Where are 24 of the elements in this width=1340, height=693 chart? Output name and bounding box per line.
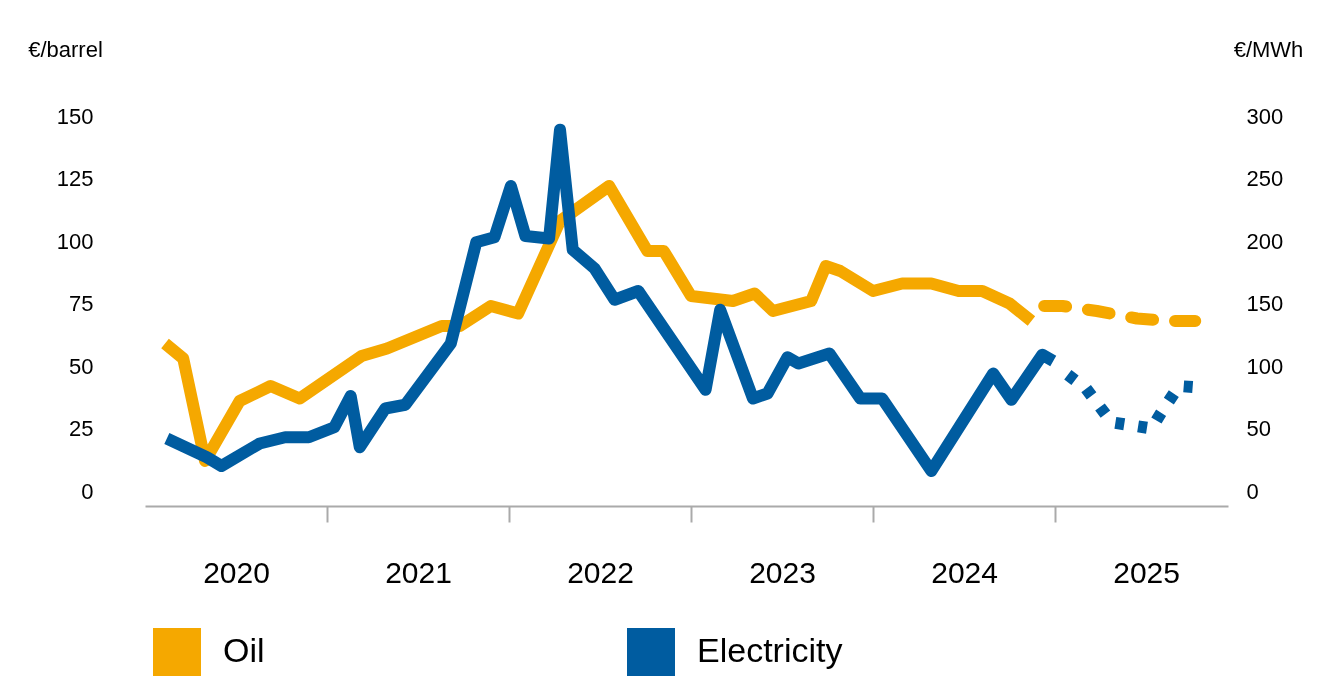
y-tick-label: 25 [69, 416, 94, 441]
y2-tick-label: 250 [1246, 166, 1284, 191]
y-tick-label: 0 [81, 478, 94, 504]
x-tick-label: 2023 [749, 555, 816, 589]
y-axis-title: €/barrel [28, 36, 103, 62]
y2-tick-label: 150 [1246, 291, 1284, 316]
y2-tick-label: 100 [1246, 353, 1284, 379]
x-tick-label: 2020 [203, 555, 270, 589]
y2-tick-label: 300 [1246, 103, 1284, 129]
y-tick-label: 150 [56, 103, 94, 129]
y-tick-label: 50 [69, 353, 94, 379]
y2-axis-title: €/MWh [1233, 36, 1304, 62]
y-tick-label: 125 [56, 166, 94, 191]
y-tick-label: 100 [56, 228, 94, 254]
y2-tick-label: 50 [1246, 416, 1271, 441]
y-tick-label: 75 [69, 291, 94, 316]
x-tick-label: 2022 [567, 555, 634, 589]
legend-label: Electricity [697, 631, 843, 669]
x-tick-label: 2024 [931, 555, 998, 589]
x-tick-label: 2021 [385, 555, 452, 589]
x-tick-label: 2025 [1113, 555, 1180, 589]
y2-tick-label: 200 [1246, 228, 1284, 254]
y2-tick-label: 0 [1246, 478, 1259, 504]
legend-label: Oil [223, 631, 265, 669]
